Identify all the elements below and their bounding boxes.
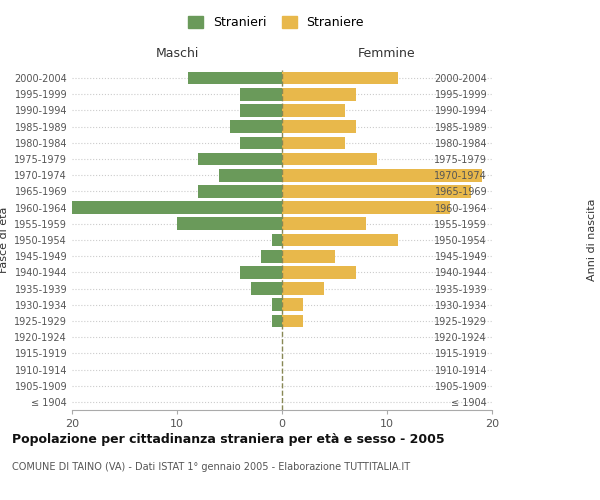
Bar [282, 185, 471, 198]
Bar [282, 234, 398, 246]
Bar [282, 104, 345, 117]
Bar [282, 136, 345, 149]
Bar [271, 314, 282, 328]
Bar [251, 282, 282, 295]
Legend: Stranieri, Straniere: Stranieri, Straniere [188, 16, 364, 29]
Bar [282, 250, 335, 262]
Bar [240, 88, 282, 101]
Text: Femmine: Femmine [358, 48, 416, 60]
Bar [282, 72, 398, 85]
Bar [271, 298, 282, 311]
Bar [282, 218, 366, 230]
Bar [282, 120, 355, 133]
Bar [282, 266, 355, 278]
Bar [271, 234, 282, 246]
Bar [177, 218, 282, 230]
Bar [198, 152, 282, 166]
Bar [187, 72, 282, 85]
Bar [282, 282, 324, 295]
Bar [198, 185, 282, 198]
Bar [72, 202, 282, 214]
Text: Anni di nascita: Anni di nascita [587, 198, 597, 281]
Bar [282, 298, 303, 311]
Bar [282, 169, 482, 181]
Bar [240, 266, 282, 278]
Bar [282, 314, 303, 328]
Bar [240, 136, 282, 149]
Text: Popolazione per cittadinanza straniera per età e sesso - 2005: Popolazione per cittadinanza straniera p… [12, 432, 445, 446]
Text: COMUNE DI TAINO (VA) - Dati ISTAT 1° gennaio 2005 - Elaborazione TUTTITALIA.IT: COMUNE DI TAINO (VA) - Dati ISTAT 1° gen… [12, 462, 410, 472]
Y-axis label: Fasce di età: Fasce di età [0, 207, 9, 273]
Bar [229, 120, 282, 133]
Bar [282, 152, 377, 166]
Text: Maschi: Maschi [155, 48, 199, 60]
Bar [282, 202, 450, 214]
Bar [219, 169, 282, 181]
Bar [240, 104, 282, 117]
Bar [282, 88, 355, 101]
Bar [261, 250, 282, 262]
